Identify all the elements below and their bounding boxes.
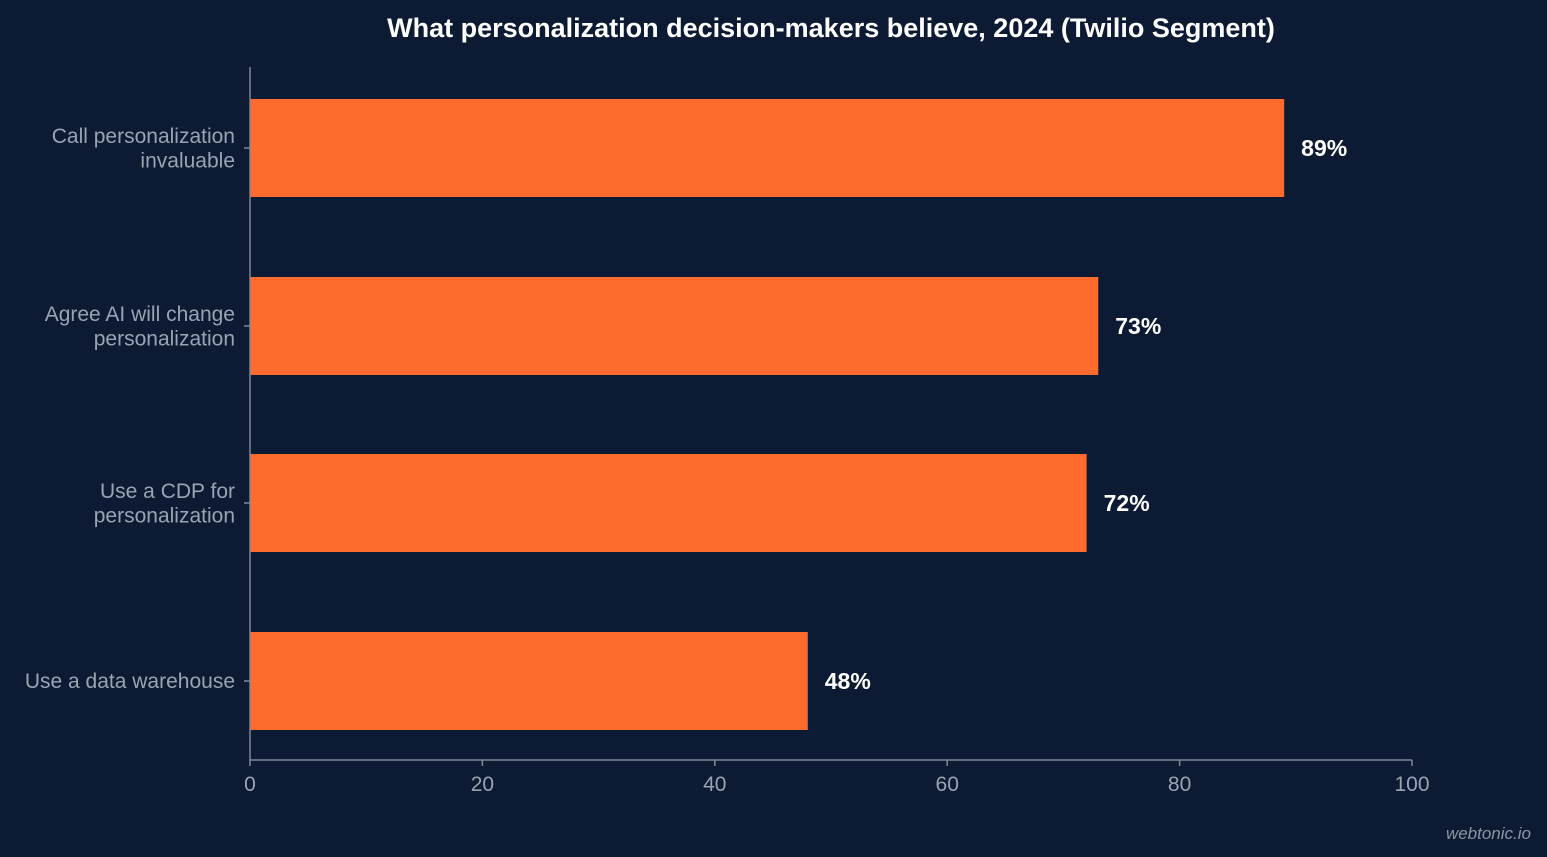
plot-area: 89% Call personalization invaluable 73% Agre… (25, 67, 1430, 796)
category-label: Call personalization invaluable (52, 125, 235, 173)
bar (250, 277, 1099, 375)
category-label-line: Call personalization (52, 125, 235, 148)
x-tick-label: 20 (471, 773, 494, 796)
bar (250, 632, 808, 730)
category-label: Use a data warehouse (25, 670, 235, 693)
category-label: Agree AI will change personalization (45, 303, 235, 351)
category-label-line: personalization (94, 504, 235, 527)
x-tick-label: 0 (244, 773, 256, 796)
category-label-line: Use a data warehouse (25, 670, 235, 693)
category-label-line: Agree AI will change (45, 303, 235, 326)
category-label: Use a CDP for personalization (94, 480, 235, 528)
bar (250, 454, 1087, 552)
category-label-line: Use a CDP for (100, 480, 235, 503)
data-label: 72% (1104, 490, 1150, 516)
data-label: 73% (1115, 313, 1161, 339)
x-tick-label: 80 (1168, 773, 1191, 796)
x-tick-label: 100 (1394, 773, 1429, 796)
data-label: 48% (825, 668, 871, 694)
chart-title: What personalization decision-makers bel… (387, 13, 1275, 43)
category-label-line: invaluable (140, 149, 235, 172)
x-tick-label: 60 (936, 773, 959, 796)
bar (250, 99, 1285, 197)
category-label-line: personalization (94, 327, 235, 350)
data-label: 89% (1301, 135, 1347, 161)
watermark: webtonic.io (1446, 824, 1531, 843)
x-tick-label: 40 (703, 773, 726, 796)
